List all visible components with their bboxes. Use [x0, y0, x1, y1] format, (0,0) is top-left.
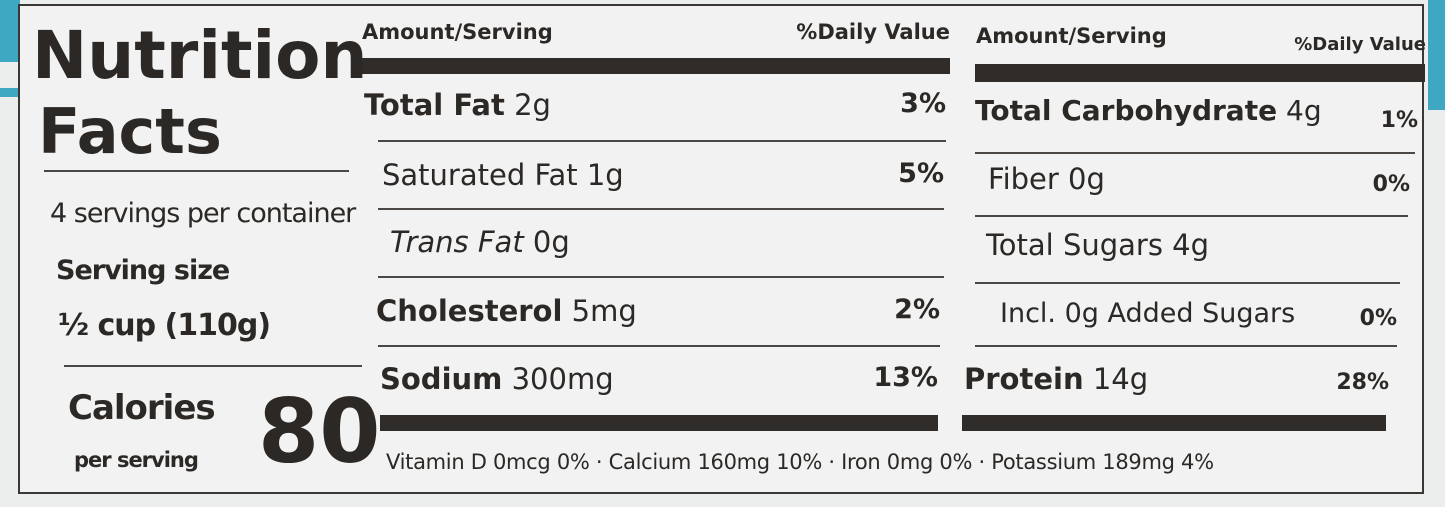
divider	[64, 365, 362, 367]
calories-label: Calories	[68, 388, 216, 428]
packaging-accent-left	[0, 0, 20, 62]
title-line-1: Nutrition	[32, 17, 368, 94]
dv-saturated-fat: 5%	[898, 158, 944, 189]
nutrient-amount: 300mg	[511, 362, 614, 396]
nutrient-name: Incl. 0g Added Sugars	[1000, 298, 1296, 329]
right-header-dv: %Daily Value	[1294, 34, 1426, 55]
nutrient-amount: 1g	[586, 158, 624, 192]
calories-value: 80	[258, 380, 381, 483]
dv-total-carbohydrate: 1%	[1380, 108, 1418, 133]
nutrient-amount: 14g	[1092, 362, 1149, 396]
row-cholesterol: Cholesterol 5mg	[376, 294, 637, 328]
nutrient-amount: 5mg	[571, 294, 637, 328]
nutrient-amount: 4g	[1172, 228, 1210, 262]
left-header-amount: Amount/Serving	[362, 20, 553, 44]
divider	[378, 140, 946, 142]
left-header-dv: %Daily Value	[796, 20, 950, 44]
row-saturated-fat: Saturated Fat 1g	[382, 158, 624, 192]
nutrient-name: Saturated Fat	[382, 158, 578, 192]
nutrient-name: Trans Fat	[390, 225, 524, 259]
row-sodium: Sodium 300mg	[380, 362, 614, 396]
nutrient-name: Total Carbohydrate	[975, 94, 1278, 127]
serving-size-label: Serving size	[56, 255, 230, 286]
title-line-2: Facts	[38, 95, 222, 168]
thick-bar	[975, 64, 1425, 82]
divider	[975, 282, 1400, 284]
row-total-sugars: Total Sugars 4g	[986, 228, 1209, 262]
nutrient-name: Total Fat	[364, 88, 505, 122]
nutrition-facts-label	[18, 4, 1424, 494]
calories-sub: per serving	[74, 448, 199, 472]
divider	[378, 345, 940, 347]
serving-size-value: ½ cup (110g)	[58, 308, 271, 343]
row-trans-fat: Trans Fat 0g	[390, 225, 570, 259]
row-protein: Protein 14g	[964, 362, 1148, 396]
dv-protein: 28%	[1336, 370, 1389, 395]
divider	[378, 208, 944, 210]
dv-sodium: 13%	[873, 362, 938, 393]
divider	[44, 170, 349, 172]
nutrient-name: Cholesterol	[376, 294, 563, 328]
nutrient-amount: 2g	[514, 88, 551, 122]
packaging-accent-left-stripe	[0, 88, 20, 97]
thick-bar	[380, 415, 938, 431]
dv-total-fat: 3%	[900, 88, 946, 119]
divider	[975, 345, 1397, 347]
row-total-fat: Total Fat 2g	[364, 88, 551, 122]
nutrient-name: Total Sugars	[986, 228, 1163, 262]
row-total-carbohydrate: Total Carbohydrate 4g	[975, 94, 1322, 127]
divider	[378, 276, 944, 278]
nutrient-name: Protein	[964, 362, 1084, 396]
divider	[975, 152, 1415, 154]
nutrient-amount: 4g	[1286, 94, 1322, 127]
right-header-amount: Amount/Serving	[976, 24, 1167, 48]
divider	[975, 215, 1408, 217]
thick-bar	[362, 58, 950, 74]
dv-fiber: 0%	[1372, 172, 1410, 197]
dv-added-sugars: 0%	[1359, 306, 1397, 331]
row-added-sugars: Incl. 0g Added Sugars	[1000, 298, 1295, 329]
row-fiber: Fiber 0g	[988, 162, 1105, 196]
servings-per-container: 4 servings per container	[50, 198, 356, 229]
micronutrients-line: Vitamin D 0mcg 0% · Calcium 160mg 10% · …	[386, 450, 1214, 474]
dv-cholesterol: 2%	[894, 294, 940, 325]
packaging-accent-right	[1428, 0, 1445, 110]
nutrient-amount: 0g	[532, 225, 570, 259]
nutrient-name: Sodium	[380, 362, 503, 396]
nutrient-amount: 0g	[1068, 162, 1105, 196]
thick-bar	[962, 415, 1386, 431]
nutrient-name: Fiber	[988, 162, 1059, 196]
